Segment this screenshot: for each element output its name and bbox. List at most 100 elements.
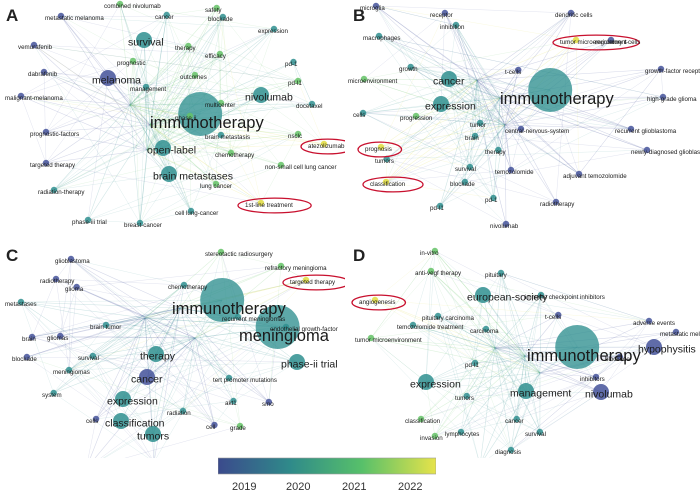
term-label-invasion: invasion xyxy=(420,435,443,442)
term-label-multicenter: multicenter xyxy=(205,102,235,109)
edge xyxy=(493,125,505,198)
term-label-in-vitro: in-vitro xyxy=(420,250,439,257)
edge xyxy=(46,105,130,132)
term-label-pd-l1: pd-l1 xyxy=(465,362,479,369)
term-label-chemotherapy: chemotherapy xyxy=(215,152,255,159)
term-label-brain-metastasis: brain metastasis xyxy=(205,134,250,141)
colorbar-gradient xyxy=(218,458,436,474)
term-label-pituitary-carcinoma: pituitary carcinoma xyxy=(422,315,474,322)
colorbar-tick-2019: 2019 xyxy=(232,481,256,493)
year-colorbar: 2019 2020 2021 2022 xyxy=(218,457,436,495)
term-label-immunotherapy: immunotherapy xyxy=(172,300,286,318)
network-map-c: glioblastoma stereotactic radiosurgery rad… xyxy=(0,238,345,458)
term-label-expression: expression xyxy=(425,101,476,113)
edge xyxy=(376,6,477,80)
term-label-tumors: tumors xyxy=(375,158,394,165)
term-label-anti-vegf-therapy: anti-vegf therapy xyxy=(415,270,462,277)
term-label-survival: survival xyxy=(455,166,476,173)
term-label-brain-tumor: brain tumor xyxy=(90,324,121,331)
term-label-classification: classification xyxy=(370,181,406,188)
term-label-system: system xyxy=(42,392,62,399)
term-label-prognostic: prognostic xyxy=(117,60,146,67)
term-label-open-label: open-label xyxy=(147,145,196,157)
term-label-tumor-microenvironment: tumor microenvironment xyxy=(355,337,422,344)
edge xyxy=(387,150,647,159)
term-label-meningiomas: meningiomas xyxy=(53,369,90,376)
term-label-t-cells: t-cells xyxy=(505,69,521,76)
term-label-receptor: receptor xyxy=(430,12,453,19)
term-label-dabrafenib: dabrafenib xyxy=(28,71,58,78)
term-label-growth-factor-receptor: growth-factor receptor xyxy=(645,68,700,75)
term-label-diagnosis: diagnosis xyxy=(495,449,521,456)
term-label-nsclc: nsclc xyxy=(288,133,302,140)
term-label-immunotherapy: immunotherapy xyxy=(500,90,614,108)
term-label-cell-lung-cancer: cell lung-cancer xyxy=(175,210,218,217)
term-label-progression: progression xyxy=(400,115,433,122)
term-label-radiotherapy: radiotherapy xyxy=(40,278,75,285)
term-label-brain-metastases: brain metastases xyxy=(153,171,233,183)
term-label-cancer: cancer xyxy=(155,14,174,21)
edge xyxy=(195,338,233,401)
term-label-akt1: akt1 xyxy=(225,400,237,407)
edge xyxy=(54,105,130,190)
term-label-macrophages: macrophages xyxy=(363,35,401,42)
edge xyxy=(56,279,184,285)
term-label-blockade: blockade xyxy=(12,356,37,363)
term-label-survival: survival xyxy=(525,431,546,438)
term-label-expression: expression xyxy=(258,28,288,35)
edge xyxy=(579,69,661,174)
term-label-expression: expression xyxy=(410,379,461,391)
edge xyxy=(21,96,46,163)
term-label-phase-ii-trial: phase-ii trial xyxy=(281,359,338,371)
edge xyxy=(386,40,611,182)
term-label-blockade: blockade xyxy=(208,16,233,23)
edge xyxy=(54,174,169,190)
colorbar-tick-2022: 2022 xyxy=(398,481,422,493)
term-label-phase-iii-trial: phase-iii trial xyxy=(72,219,107,226)
term-label-cancer: cancer xyxy=(131,374,163,386)
term-label-pd-l1: pd-l1 xyxy=(430,205,444,212)
term-label-tert-promoter-mutations: tert promoter mutations xyxy=(213,377,277,384)
term-label-therapy: therapy xyxy=(140,351,176,363)
term-label-phase-ii: phase ii xyxy=(175,115,196,122)
term-label-microenvironment: microenvironment xyxy=(348,78,397,85)
term-label-cells: cells xyxy=(353,112,365,119)
term-label-atezolizumab: atezolizumab xyxy=(308,143,345,150)
edge xyxy=(44,72,46,163)
term-label-safety: safety xyxy=(205,7,222,14)
term-label-immunotherapy: immunotherapy xyxy=(150,114,264,132)
edge xyxy=(195,338,214,425)
term-label-smo: smo xyxy=(262,401,274,408)
term-label-nivolumab: nivolumab xyxy=(585,389,633,401)
term-label-temozolomide-treatment: temozolomide treatment xyxy=(397,324,464,331)
term-label-pd-l1: pd-l1 xyxy=(288,80,302,87)
term-label-adverse-events: adverse events xyxy=(633,320,675,327)
term-label-inhibitors: inhibitors xyxy=(580,376,605,383)
edge xyxy=(381,125,505,147)
term-label-non-small-cell-lung-cancer: non-small cell lung cancer xyxy=(265,164,337,171)
term-label-t-cells: t-cells xyxy=(545,314,561,321)
term-label-management: management xyxy=(130,86,166,93)
term-label-malignant-melanoma: malignant-melanoma xyxy=(5,95,63,102)
term-label-cancer: cancer xyxy=(433,76,465,88)
term-label-targeted-therapy: targeted therapy xyxy=(30,162,76,169)
term-label-tumor: tumor xyxy=(470,122,486,129)
panel-c: glioblastoma stereotactic radiosurgery rad… xyxy=(0,238,345,458)
term-label-survival: survival xyxy=(78,355,99,362)
term-label-stereotactic-radiosurgery: stereotactic radiosurgery xyxy=(205,251,274,258)
edge xyxy=(413,251,435,325)
term-label-brain: brain xyxy=(22,336,36,343)
term-label-pituitary: pituitary xyxy=(485,272,508,279)
edge xyxy=(46,78,108,163)
panel-label-d: D xyxy=(353,246,365,266)
term-label-recurrent-glioblastoma: recurrent glioblastoma xyxy=(615,128,677,135)
term-label-refractory-meningioma: refractory meningioma xyxy=(265,265,327,272)
term-label-hypophysitis: hypophysitis xyxy=(638,344,696,356)
edge xyxy=(376,6,576,40)
edge xyxy=(147,46,188,150)
term-label-glioblastoma: glioblastoma xyxy=(55,258,90,265)
term-label-central-nervous-system: central-nervous-system xyxy=(505,128,569,135)
